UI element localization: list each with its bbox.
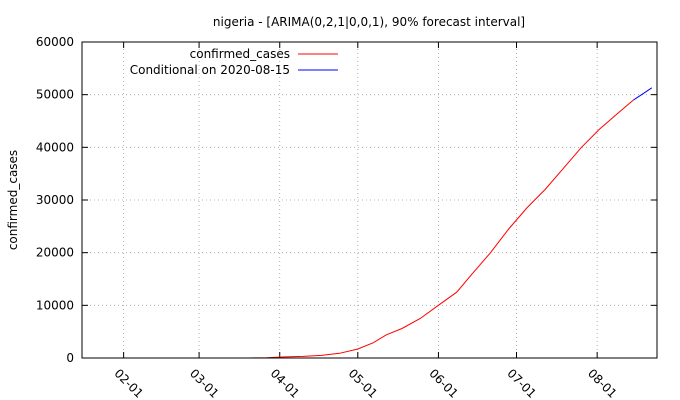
y-tick-label: 30000 bbox=[36, 193, 74, 207]
y-tick-label: 0 bbox=[66, 351, 74, 365]
series-lines bbox=[248, 87, 653, 359]
x-tick-label: 04-01 bbox=[268, 366, 303, 400]
x-tick-label: 07-01 bbox=[504, 366, 539, 400]
x-tick-label: 08-01 bbox=[585, 366, 620, 400]
legend-label-1: confirmed_cases bbox=[190, 47, 290, 61]
plot-frame bbox=[81, 41, 658, 359]
legend-label-2: Conditional on 2020-08-15 bbox=[130, 63, 290, 77]
series-line-1 bbox=[248, 99, 634, 359]
legend: confirmed_cases Conditional on 2020-08-15 bbox=[130, 47, 338, 77]
y-tick-label: 50000 bbox=[36, 88, 74, 102]
series-line-2 bbox=[633, 87, 653, 101]
x-tick-label: 03-01 bbox=[187, 366, 222, 400]
y-tick-label: 40000 bbox=[36, 140, 74, 154]
grid bbox=[82, 42, 657, 358]
axis-ticks: 0 10000 20000 30000 40000 50000 60000 02-01 03-0… bbox=[36, 35, 657, 400]
y-tick-label: 10000 bbox=[36, 298, 74, 312]
x-tick-label: 06-01 bbox=[426, 366, 461, 400]
x-tick-label: 05-01 bbox=[346, 366, 381, 400]
x-tick-label: 02-01 bbox=[112, 366, 147, 400]
y-tick-label: 20000 bbox=[36, 246, 74, 260]
y-axis-label: confirmed_cases bbox=[6, 150, 20, 250]
y-tick-label: 60000 bbox=[36, 35, 74, 49]
chart-title: nigeria - [ARIMA(0,2,1|0,0,1), 90% forec… bbox=[213, 15, 525, 29]
